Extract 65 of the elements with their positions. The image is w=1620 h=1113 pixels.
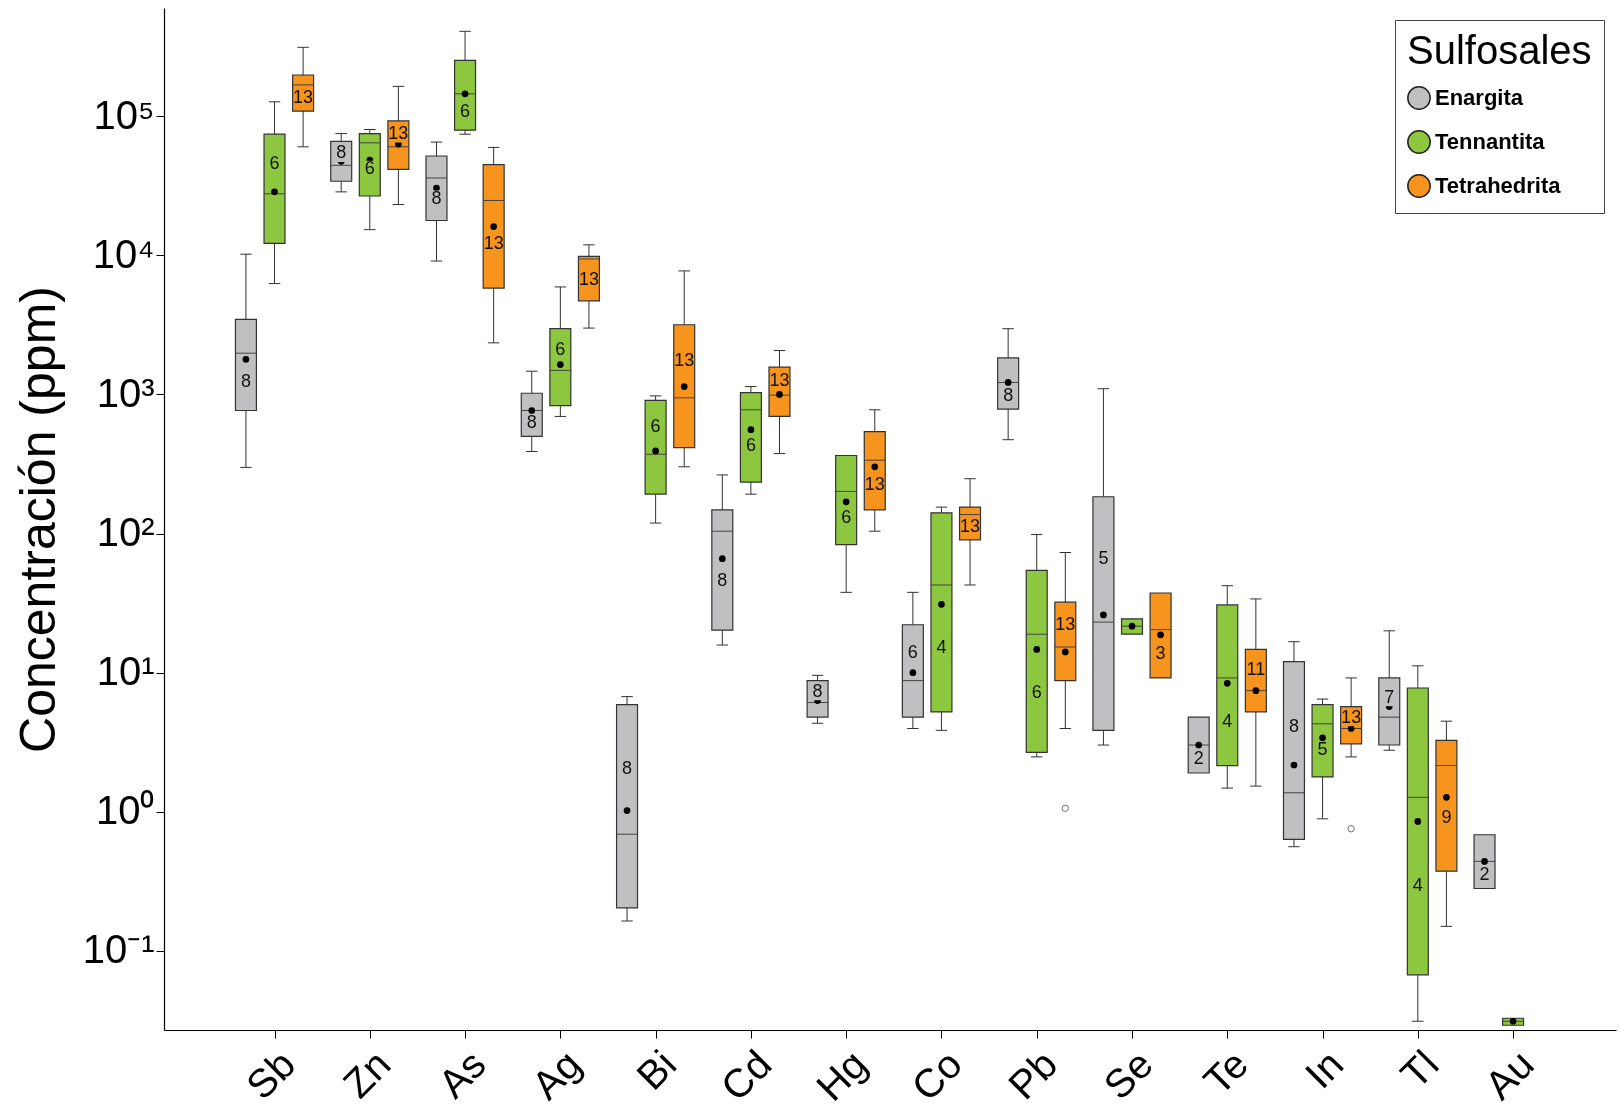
x-tick-label: Co [902,1041,971,1109]
y-axis-title: Concentración (ppm) [9,286,66,753]
text: 3 [1155,642,1166,663]
y-tick-label: 10⁻¹ [82,927,155,972]
text: 9 [1441,807,1452,828]
x-tick-label: Hg [807,1041,875,1109]
x-tick-label: Bi [628,1041,685,1098]
text: 13 [960,516,981,537]
text: 13 [388,122,409,143]
text: 13 [1055,613,1076,634]
text: 8 [240,370,251,391]
y-tick-label: 10¹ [96,649,155,694]
text: 6 [269,153,280,173]
text: 8 [526,412,537,433]
x-tick-label: Cd [712,1041,780,1109]
y-tick-label: 10³ [96,370,155,415]
text: 4 [1412,875,1423,896]
legend-title: Sulfosales [1407,28,1592,72]
text: 11 [1246,659,1266,680]
text: 13 [674,350,695,371]
text: 8 [1288,716,1299,737]
text: 6 [1031,682,1042,703]
text: 13 [769,370,790,391]
text: 2 [1479,863,1490,884]
legend-label: Tetrahedrita [1435,173,1562,198]
text: 8 [431,188,442,209]
y-tick-label: 10² [96,510,155,555]
text: 13 [293,86,314,107]
text: 6 [745,435,756,455]
text: 13 [483,233,504,254]
x-tick-label: Sb [237,1041,304,1108]
legend-label: Tennantita [1435,129,1546,154]
x-tick-label: Pb [999,1041,1066,1108]
text: 4 [1222,710,1233,731]
text: 8 [717,569,728,590]
text: 8 [336,142,347,163]
text: 6 [460,100,471,121]
text: 6 [364,158,375,179]
y-tick-label: 10⁴ [92,231,155,276]
text: 13 [864,474,885,495]
text: 5 [1098,548,1109,569]
x-tick-label: As [429,1041,494,1106]
x-tick-label: Zn [334,1041,399,1106]
text: 8 [1003,384,1014,405]
text: 6 [841,506,852,527]
x-tick-label: Tl [1391,1041,1447,1097]
y-tick-label: 10⁰ [96,788,155,833]
x-tick-label: Se [1095,1041,1161,1108]
text: 8 [622,758,633,779]
text: 6 [555,338,566,359]
text: 8 [812,680,823,701]
x-tick-label: Au [1476,1041,1542,1108]
text: 13 [578,268,599,289]
text: 6 [907,641,918,662]
text: 6 [650,416,661,437]
y-tick-label: 10⁵ [93,92,155,137]
text: 5 [1317,739,1328,760]
text: 13 [1341,706,1362,727]
text: 2 [1193,748,1204,769]
x-tick-label: Ag [523,1041,590,1108]
text: 7 [1384,686,1395,707]
x-tick-label: Te [1195,1041,1257,1103]
x-tick-label: In [1296,1041,1352,1097]
legend-label: Enargita [1435,85,1524,110]
text: 4 [936,637,947,658]
